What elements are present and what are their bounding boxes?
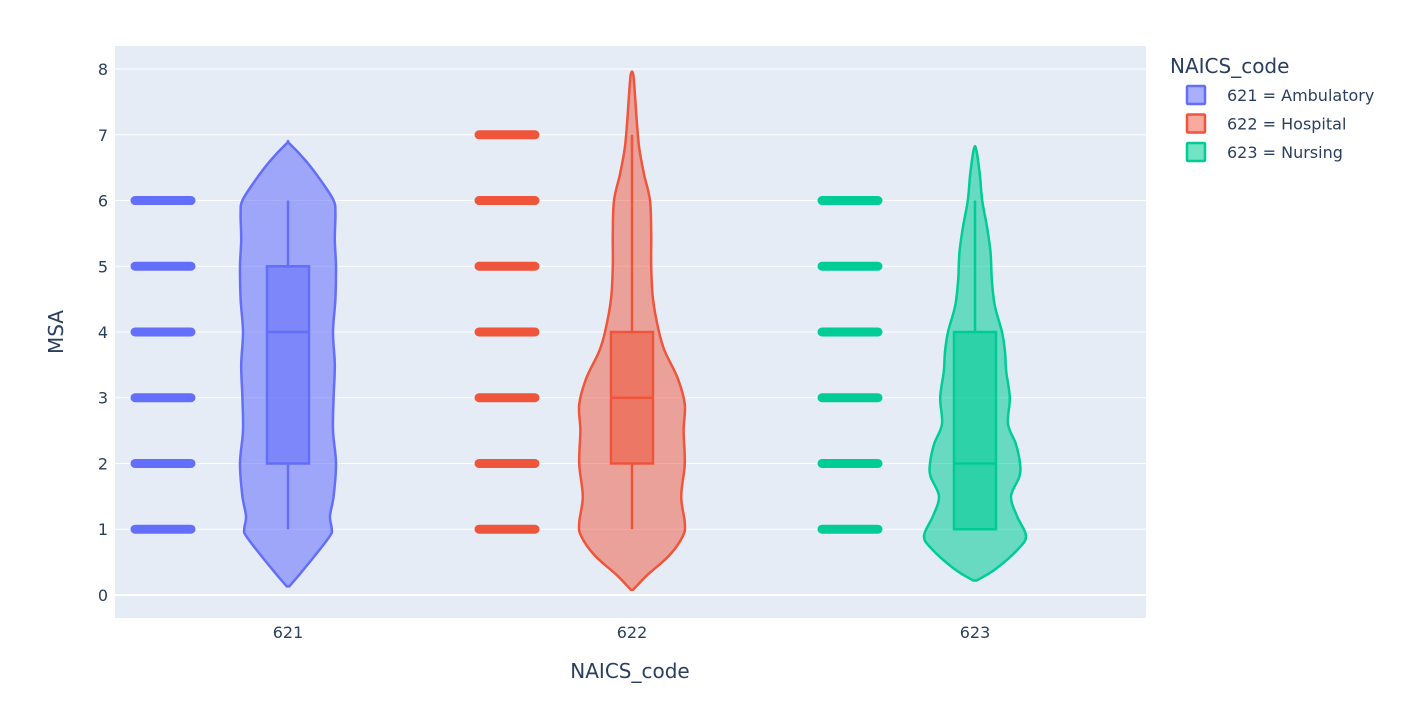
y-axis-title: MSA [44,310,68,354]
y-axis-ticks: 0 1 2 3 4 5 6 7 8 [98,60,108,605]
x-tick-label: 623 [960,623,991,642]
x-axis-ticks: 621 622 623 [273,623,991,642]
y-tick-label: 5 [98,257,108,276]
x-axis-title: NAICS_code [570,659,689,683]
legend-swatch-623[interactable] [1185,141,1207,163]
legend-entry-622[interactable]: 622 = Hospital [1227,115,1346,134]
y-tick-label: 6 [98,192,108,211]
x-tick-label: 622 [617,623,648,642]
y-tick-label: 0 [98,586,108,605]
legend-entry-621[interactable]: 621 = Ambulatory [1227,86,1374,105]
legend: NAICS_code 621 = Ambulatory 622 = Hospita… [1170,54,1374,163]
box-623 [952,330,998,531]
box-621 [265,265,311,465]
box-plots [265,134,998,531]
y-tick-label: 8 [98,60,108,79]
data-points [130,130,883,534]
legend-entry-623[interactable]: 623 = Nursing [1227,143,1343,162]
legend-swatch-622[interactable] [1185,113,1207,134]
y-tick-label: 7 [98,126,108,145]
x-tick-label: 621 [273,623,304,642]
y-tick-label: 4 [98,323,108,342]
y-tick-label: 3 [98,389,108,408]
y-tick-label: 1 [98,520,108,539]
legend-title: NAICS_code [1170,54,1289,78]
y-tick-label: 2 [98,454,108,473]
legend-swatch-621[interactable] [1185,84,1207,106]
